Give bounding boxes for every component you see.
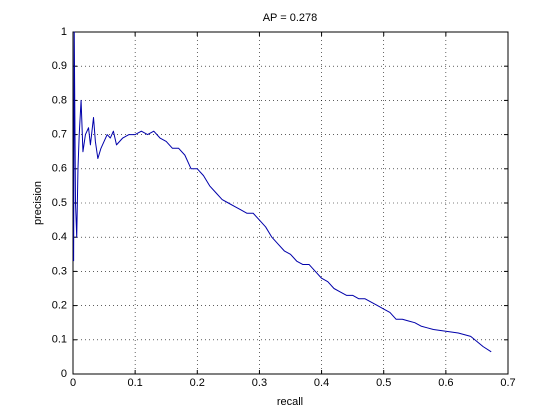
chart-title: AP = 0.278 [263, 12, 318, 24]
y-tick-label: 0.5 [52, 197, 67, 209]
x-tick-label: 0.2 [190, 377, 205, 389]
x-tick-label: 0.3 [252, 377, 267, 389]
x-tick-label: 0.4 [314, 377, 329, 389]
data-line [73, 31, 492, 353]
y-axis-label: precision [32, 181, 44, 225]
y-tick-label: 0.7 [52, 129, 67, 141]
x-tick-label: 0.1 [127, 377, 142, 389]
y-tick-label: 0.3 [52, 265, 67, 277]
y-tick-label: 0.4 [52, 231, 67, 243]
plot-frame [72, 31, 509, 375]
y-tick-label: 0 [61, 368, 67, 380]
y-tick-label: 1 [61, 26, 67, 38]
x-axis-label: recall [277, 396, 303, 408]
y-tick-label: 0.8 [52, 94, 67, 106]
y-tick-label: 0.1 [52, 334, 67, 346]
x-tick-label: 0.5 [376, 377, 391, 389]
x-tick-label: 0.7 [500, 377, 515, 389]
y-tick-label: 0.2 [52, 300, 67, 312]
y-tick-label: 0.9 [52, 60, 67, 72]
x-tick-label: 0.6 [438, 377, 453, 389]
y-tick-label: 0.6 [52, 163, 67, 175]
x-tick-label: 0 [70, 377, 76, 389]
